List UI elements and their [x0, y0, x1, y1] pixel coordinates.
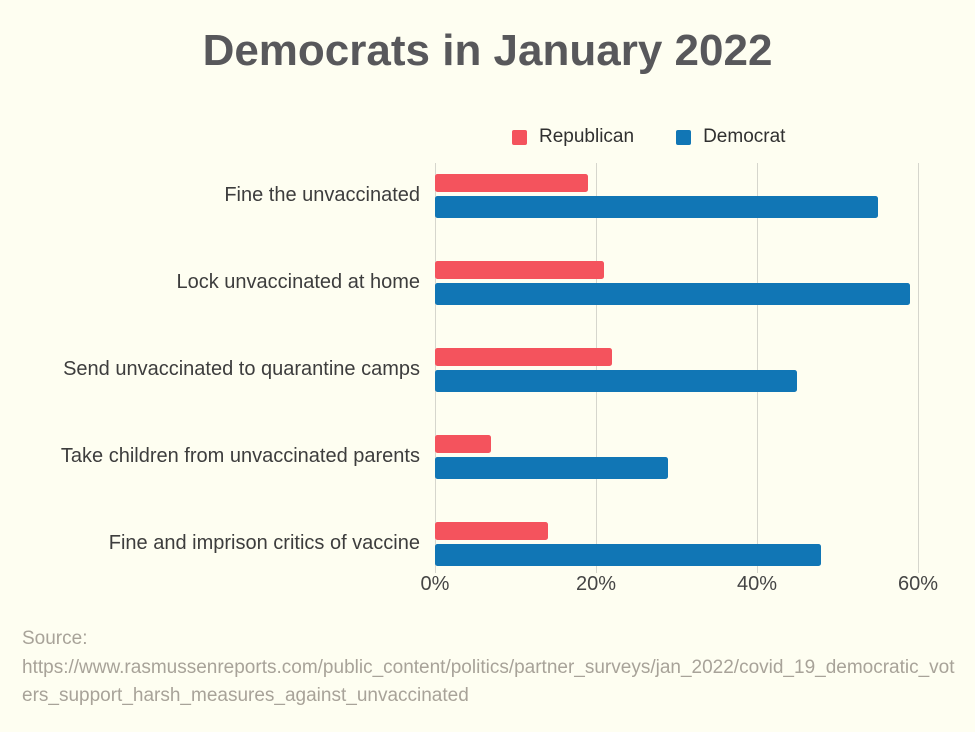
category-label: Take children from unvaccinated parents — [60, 445, 420, 467]
legend-item-republican: Republican — [512, 126, 634, 148]
chart-row: Fine and imprison critics of vaccine — [0, 500, 952, 587]
source-label: Source: — [22, 628, 88, 649]
bar-group — [435, 173, 952, 218]
legend-label-democrat: Democrat — [703, 126, 786, 147]
bar-group — [435, 260, 952, 305]
category-label: Fine the unvaccinated — [224, 184, 420, 206]
gridline-20% — [596, 163, 597, 573]
bar-democrat — [435, 543, 822, 566]
gridlines — [435, 163, 952, 573]
legend-label-republican: Republican — [539, 126, 635, 147]
x-tick-label: 40% — [736, 573, 778, 595]
legend: Republican Democrat — [512, 126, 975, 148]
x-tick-label: 60% — [897, 573, 939, 595]
gridline-60% — [918, 163, 919, 573]
bar-republican — [435, 347, 613, 366]
gridline-40% — [757, 163, 758, 573]
legend-swatch-democrat-icon — [676, 129, 692, 145]
x-tick-label: 0% — [420, 573, 450, 595]
source-caption: Source: https://www.rasmussenreports.com… — [22, 625, 962, 711]
x-axis-ticks: 0% 20% 40% 60% — [421, 573, 952, 603]
chart-row: Lock unvaccinated at home — [0, 239, 952, 326]
source-url: https://www.rasmussenreports.com/public_… — [22, 656, 955, 707]
bar-republican — [435, 260, 605, 279]
legend-item-democrat: Democrat — [676, 126, 785, 148]
bar-democrat — [435, 282, 910, 305]
bar-group — [435, 521, 952, 566]
category-label: Lock unvaccinated at home — [176, 271, 421, 293]
bar-democrat — [435, 369, 798, 392]
x-tick-label: 20% — [575, 573, 617, 595]
chart-rows: Fine the unvaccinated Lock unvaccinated a… — [0, 152, 952, 587]
category-label: Send unvaccinated to quarantine camps — [63, 358, 420, 380]
category-label: Fine and imprison critics of vaccine — [108, 532, 420, 554]
bar-democrat — [435, 456, 669, 479]
legend-swatch-republican-icon — [512, 129, 527, 145]
gridline-0% — [435, 163, 436, 573]
bar-republican — [435, 434, 492, 453]
bar-chart: Fine the unvaccinated Lock unvaccinated a… — [0, 152, 952, 595]
chart-row: Send unvaccinated to quarantine camps — [0, 326, 952, 413]
bar-group — [435, 347, 952, 392]
chart-row: Fine the unvaccinated — [0, 152, 952, 239]
chart-row: Take children from unvaccinated parents — [0, 413, 952, 500]
bar-democrat — [435, 195, 878, 218]
bar-republican — [435, 521, 548, 540]
chart-title: Democrats in January 2022 — [202, 26, 773, 75]
bar-group — [435, 434, 952, 479]
bar-republican — [435, 173, 588, 192]
